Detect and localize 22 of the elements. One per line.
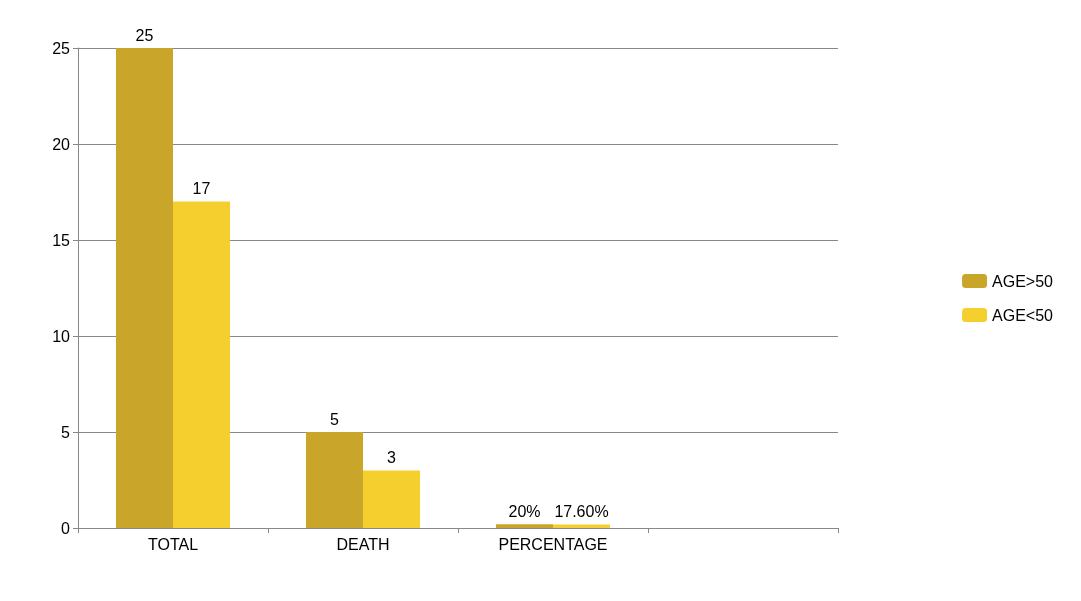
data-label: 5 xyxy=(330,410,340,428)
bar xyxy=(116,48,173,528)
y-tick-label: 25 xyxy=(52,39,71,57)
y-tick-label: 0 xyxy=(61,519,71,537)
data-label: 17 xyxy=(192,180,211,198)
bar xyxy=(306,432,363,528)
y-tick-label: 20 xyxy=(52,135,71,153)
y-tick-label: 15 xyxy=(52,231,71,249)
x-tick-label: TOTAL xyxy=(147,535,199,553)
legend-label: AGE>50 xyxy=(992,272,1054,290)
y-tick-label: 5 xyxy=(61,423,71,441)
x-tick-label: PERCENTAGE xyxy=(498,535,608,553)
data-label: 17.60% xyxy=(554,503,609,521)
legend-label: AGE<50 xyxy=(992,306,1054,324)
data-label: 20% xyxy=(508,502,541,520)
bar xyxy=(363,470,420,528)
data-label: 3 xyxy=(387,448,397,466)
bar xyxy=(496,524,553,528)
data-label: 25 xyxy=(135,26,154,44)
bar xyxy=(173,201,230,528)
y-tick-label: 10 xyxy=(52,327,71,345)
x-tick-label: DEATH xyxy=(336,535,390,553)
